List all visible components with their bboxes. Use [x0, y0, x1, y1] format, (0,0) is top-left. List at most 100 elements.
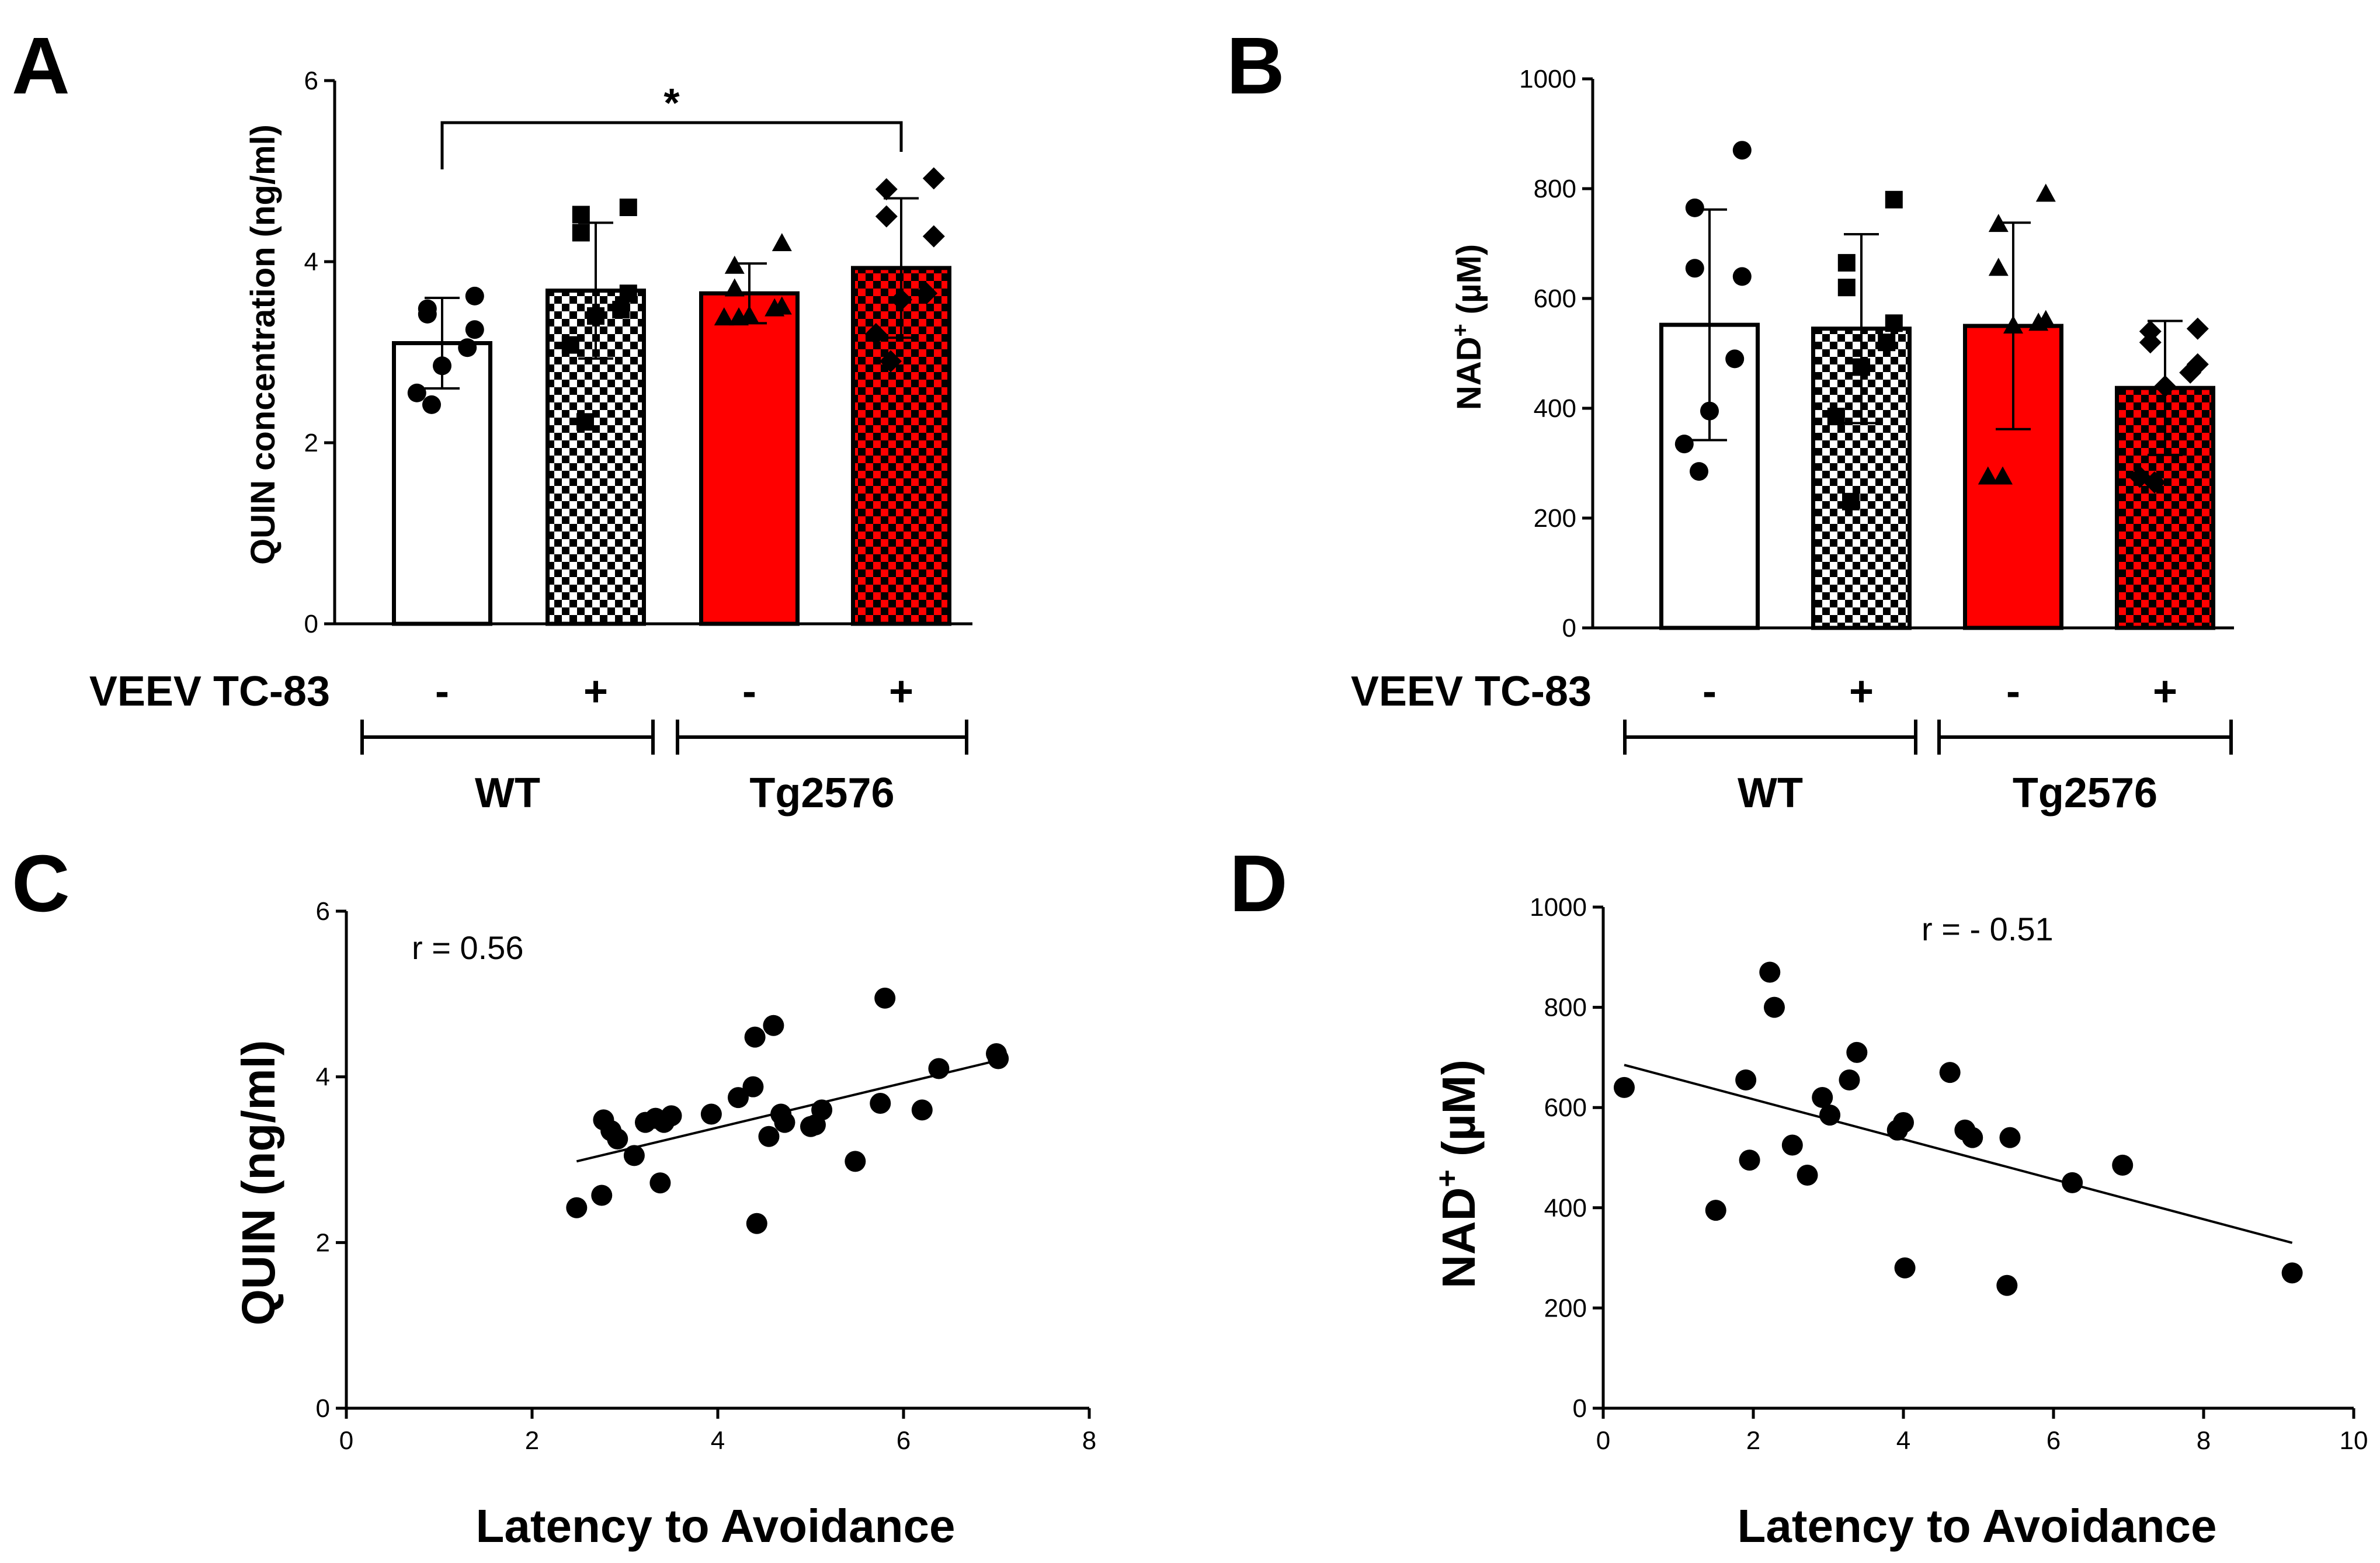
data-point	[649, 1172, 671, 1194]
condition-labels-b: - + WT - + Tg2576	[1623, 668, 2233, 817]
data-point	[774, 1112, 795, 1133]
data-point	[465, 320, 484, 339]
data-point	[1893, 1112, 1914, 1133]
data-point	[922, 167, 945, 190]
data-point	[864, 323, 887, 345]
data-point	[1885, 190, 1903, 209]
data-point	[1962, 1127, 1983, 1148]
data-point	[2281, 1262, 2303, 1284]
treatment-sign: +	[889, 668, 913, 715]
data-point	[1999, 1127, 2021, 1148]
data-point	[587, 307, 604, 325]
points-a	[407, 167, 945, 431]
y-tick-label: 800	[1534, 175, 1576, 203]
data-point	[1846, 1041, 1868, 1063]
group-label: WT	[1738, 770, 1803, 817]
data-point	[1732, 267, 1752, 286]
panel-letter-a: A	[12, 21, 70, 111]
data-point	[890, 289, 912, 311]
y-tick-label: 0	[316, 1394, 330, 1423]
data-point	[418, 304, 437, 324]
data-point	[407, 383, 426, 402]
bars-a	[392, 197, 951, 626]
y-tick-label: 1000	[1519, 65, 1576, 93]
regression-line	[1624, 1064, 2293, 1244]
significance-a: *	[440, 80, 903, 169]
r-annotation-d: r = - 0.51	[1922, 911, 2054, 947]
data-point	[1993, 466, 2013, 485]
data-point	[458, 338, 477, 357]
data-point	[566, 1197, 588, 1218]
data-point	[422, 395, 441, 414]
data-point	[576, 413, 594, 431]
data-point	[1988, 214, 2009, 232]
data-point	[2186, 317, 2209, 340]
data-point	[1735, 1069, 1757, 1091]
panel-b: B NAD+ (µM) 0 200 400 600 800 1000 VEEV TC-83…	[1227, 21, 2234, 817]
data-point	[1812, 1087, 1833, 1109]
data-point	[874, 987, 896, 1009]
data-point	[2139, 331, 2162, 354]
data-point	[1674, 435, 1694, 454]
y-tick-label: 200	[1534, 504, 1576, 533]
data-point	[1797, 1165, 1818, 1186]
data-point	[2035, 183, 2056, 202]
data-point	[1939, 1062, 1961, 1083]
data-point	[1988, 258, 2009, 276]
data-point	[1837, 279, 1856, 297]
data-point	[1996, 1274, 2018, 1296]
data-point	[1700, 401, 1719, 421]
data-point	[2112, 1154, 2134, 1176]
x-tick-label: 6	[2047, 1426, 2061, 1455]
significance-bracket	[440, 121, 903, 169]
points-b	[1674, 141, 2209, 510]
treatment-sign: +	[583, 668, 608, 715]
data-point	[744, 1026, 766, 1048]
y-tick-label: 400	[1534, 394, 1576, 423]
data-point	[729, 307, 749, 326]
data-point	[1690, 462, 1708, 481]
group-label: Tg2576	[749, 770, 894, 817]
treatment-sign: -	[435, 668, 449, 715]
data-point	[915, 282, 938, 305]
data-point	[2143, 471, 2166, 494]
data-point	[875, 178, 898, 200]
treatment-sign: +	[2153, 668, 2177, 715]
data-point	[1781, 1134, 1803, 1156]
data-point	[811, 1099, 833, 1121]
x-tick-label: 4	[1896, 1426, 1910, 1455]
data-point	[1978, 466, 1998, 485]
data-point	[1894, 1257, 1916, 1279]
y-axis-label-b: NAD+ (µM)	[1448, 244, 1488, 410]
data-point	[661, 1105, 682, 1127]
data-point	[465, 286, 484, 305]
data-point	[623, 1145, 645, 1166]
group-label: Tg2576	[2013, 770, 2157, 817]
data-point	[2179, 361, 2202, 384]
group-label: WT	[475, 770, 540, 817]
data-point	[1837, 253, 1856, 272]
data-point	[433, 356, 451, 376]
treatment-sign: -	[742, 668, 756, 715]
data-point	[700, 1103, 722, 1125]
data-point	[988, 1048, 1009, 1069]
data-point	[612, 301, 630, 319]
y-tick-label: 0	[1573, 1394, 1587, 1423]
data-point	[1759, 961, 1781, 983]
data-point	[724, 278, 745, 297]
x-tick-label: 4	[711, 1426, 725, 1455]
data-point	[607, 1128, 628, 1150]
y-tick-label: 2	[316, 1228, 330, 1257]
y-tick-label: 4	[304, 248, 318, 276]
data-point	[591, 1185, 613, 1206]
x-tick-label: 10	[2340, 1426, 2368, 1455]
data-point	[619, 199, 637, 216]
y-tick-label: 0	[304, 610, 318, 638]
data-point	[845, 1151, 866, 1172]
data-point	[2003, 315, 2023, 334]
data-point	[572, 206, 590, 224]
data-point	[1732, 141, 1752, 160]
data-point	[2062, 1172, 2083, 1193]
condition-labels-a: - + WT - + Tg2576	[360, 668, 968, 817]
